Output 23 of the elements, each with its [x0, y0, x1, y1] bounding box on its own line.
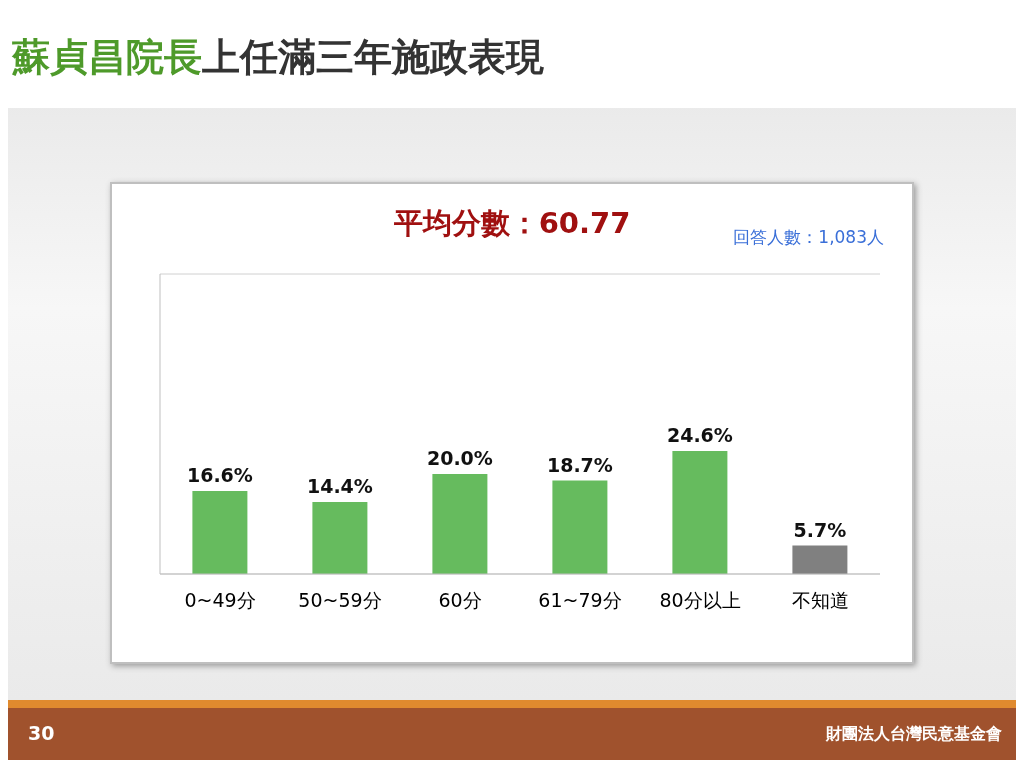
data-label: 14.4% [306, 475, 373, 497]
data-label: 18.7% [546, 453, 613, 476]
bar [672, 451, 728, 574]
text: 30 [28, 722, 55, 744]
bar [432, 474, 488, 574]
text: 財團法人台灣民意基金會 [826, 724, 1002, 745]
x-tick-label: 60分 [438, 589, 482, 612]
x-tick-label: 50~59分 [298, 589, 382, 612]
bar [192, 491, 248, 574]
chart-subtitle: 平均分數：60.77 [393, 206, 631, 240]
data-label: 24.6% [666, 424, 733, 446]
data-label: 20.0% [426, 447, 493, 469]
bar [312, 502, 368, 574]
bar [552, 480, 608, 574]
data-label: 5.7% [793, 518, 847, 541]
chart-title: 蘇貞昌院長上任滿三年施政表現 [12, 34, 544, 81]
x-tick-label: 不知道 [791, 589, 849, 612]
x-tick-label: 80分以上 [659, 589, 741, 612]
data-label: 16.6% [186, 464, 253, 486]
x-tick-label: 61~79分 [538, 589, 622, 612]
bar [792, 545, 848, 574]
x-tick-label: 0~49分 [184, 589, 256, 612]
text: 回答人數：1,083人 [733, 226, 884, 249]
